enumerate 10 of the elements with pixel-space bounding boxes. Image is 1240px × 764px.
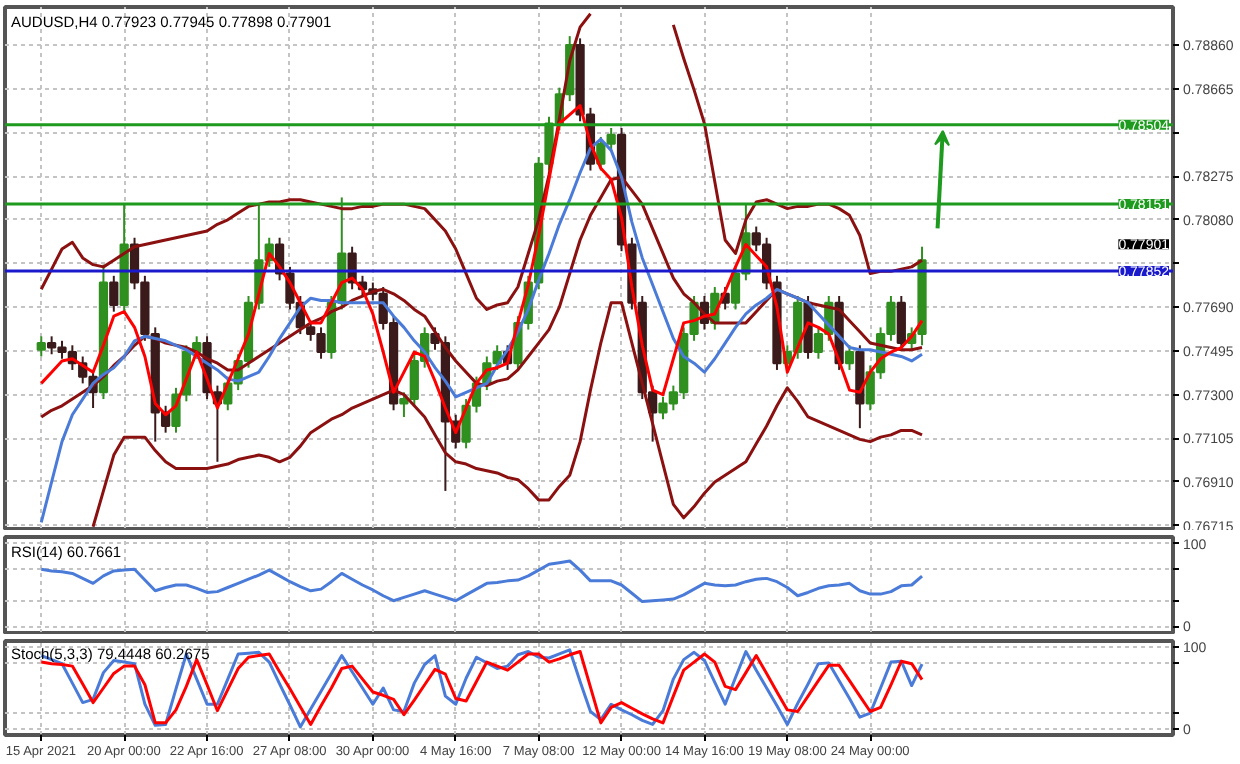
candlestick bbox=[896, 295, 906, 351]
candlestick bbox=[109, 274, 119, 313]
line-series bbox=[91, 301, 924, 529]
line-series bbox=[39, 175, 924, 419]
candlestick bbox=[844, 344, 855, 371]
candlestick bbox=[606, 126, 616, 152]
line-series bbox=[39, 559, 924, 604]
line-series bbox=[39, 137, 924, 524]
candlestick bbox=[399, 391, 409, 418]
candlestick bbox=[36, 335, 46, 358]
